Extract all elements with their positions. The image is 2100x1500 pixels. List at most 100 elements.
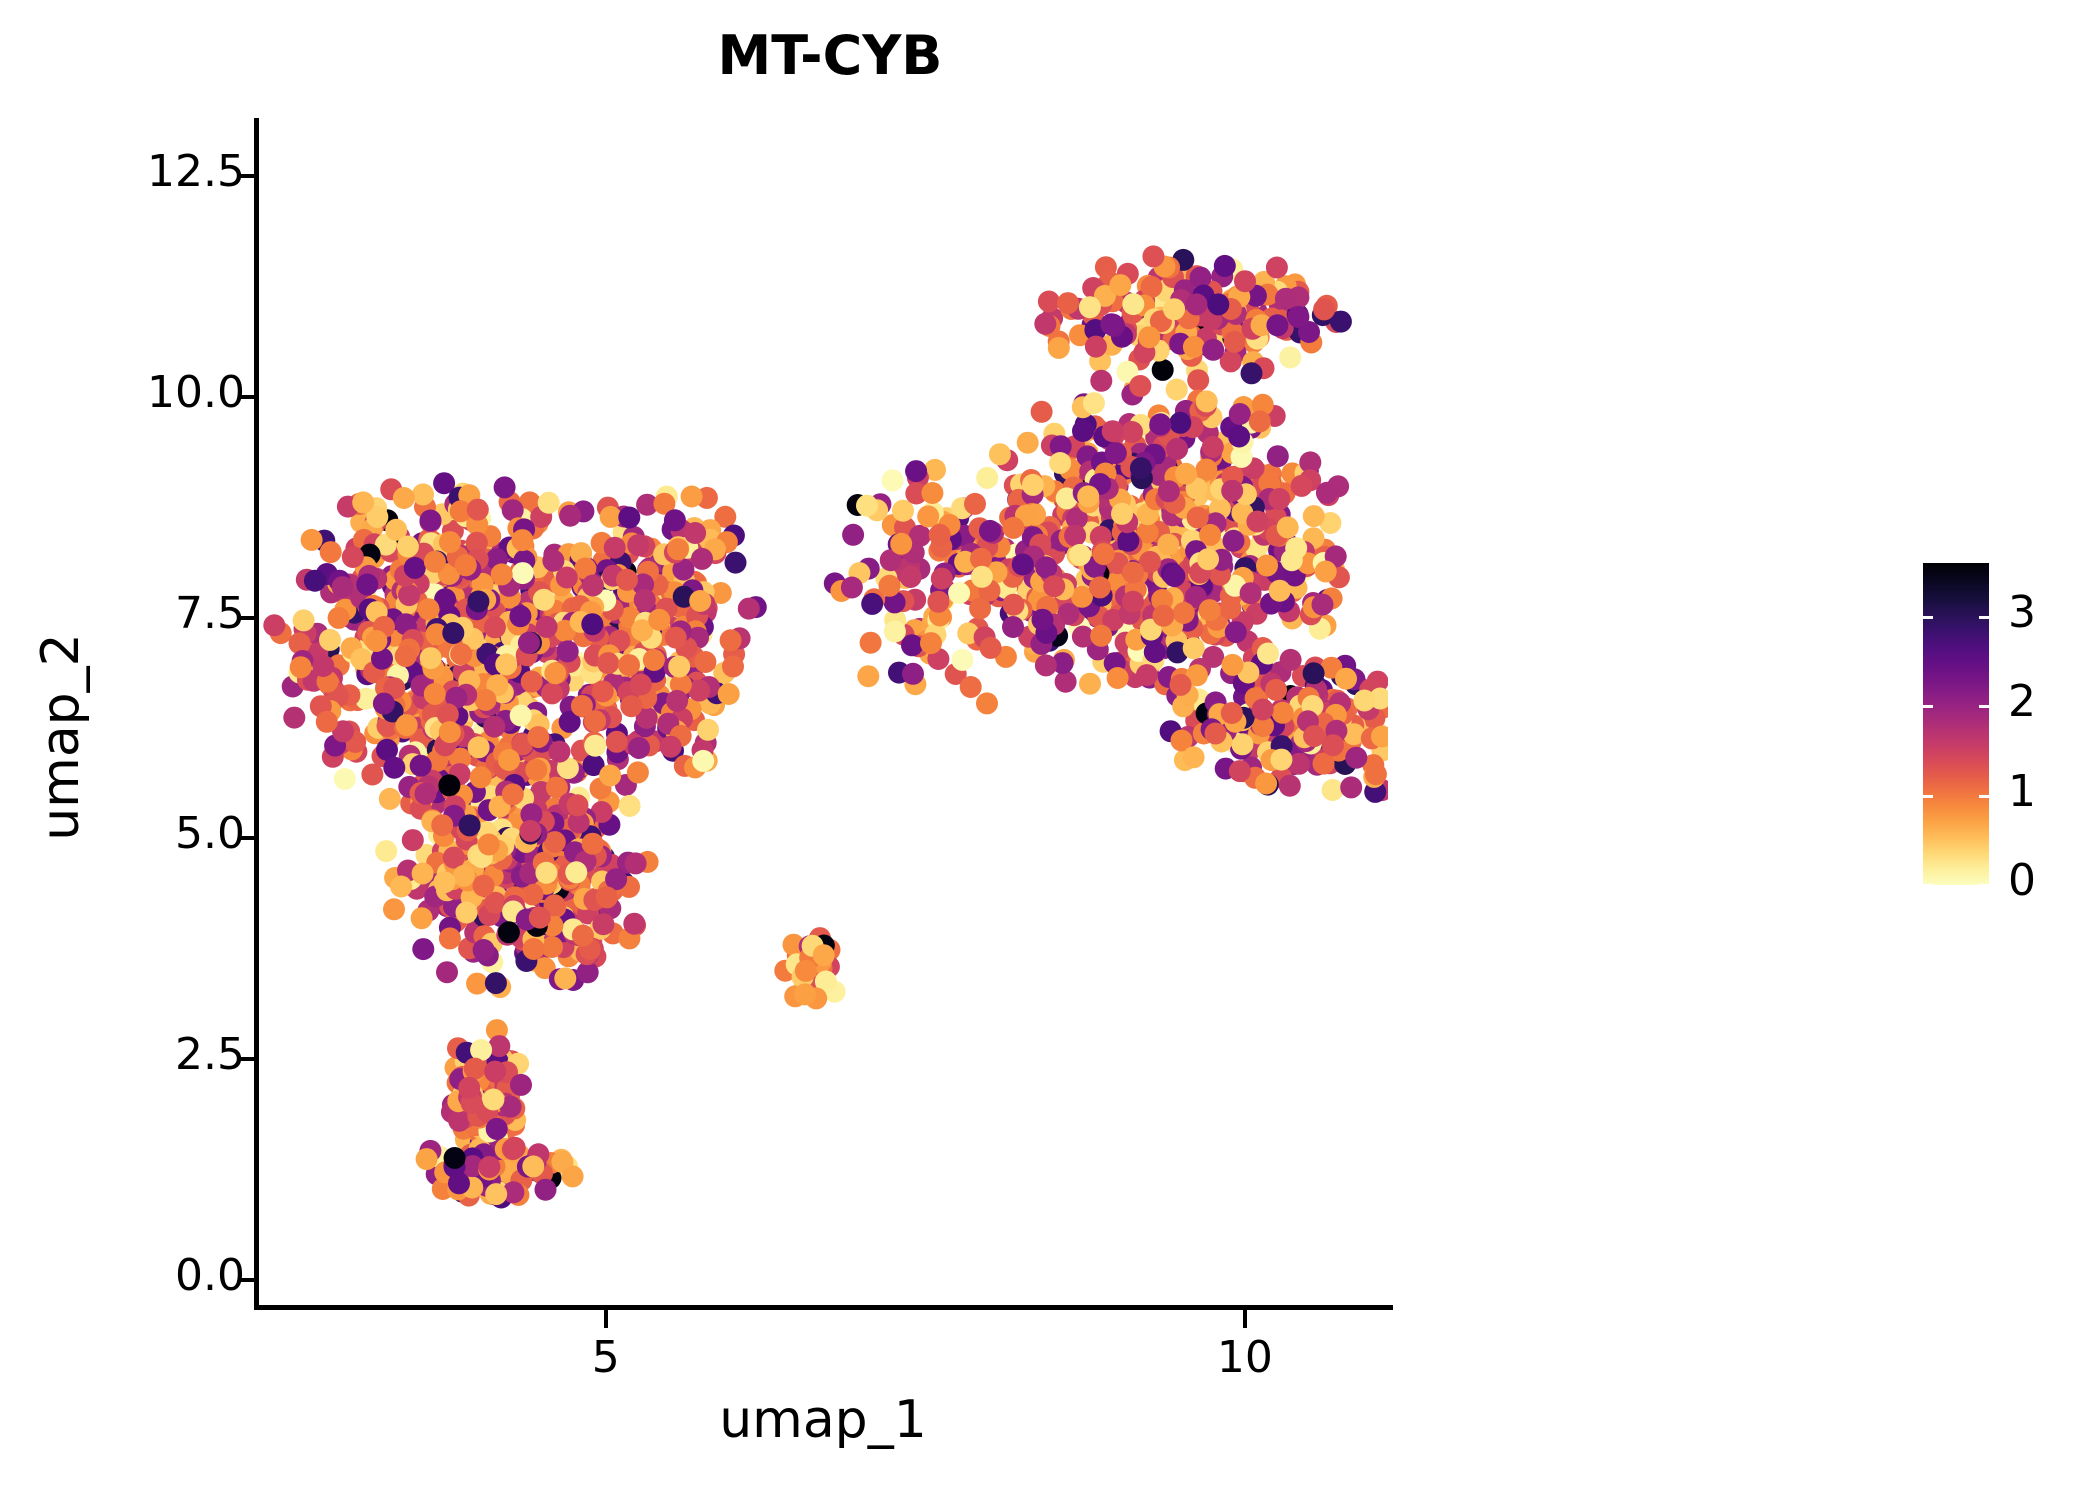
scatter-point (930, 567, 953, 590)
scatter-point (1149, 413, 1172, 436)
scatter-point (667, 538, 689, 561)
scatter-point (455, 901, 478, 924)
scatter-point (543, 894, 566, 917)
scatter-point (917, 505, 940, 528)
scatter-point (969, 597, 992, 620)
scatter-point (392, 487, 415, 509)
y-tick-label: 0.0 (175, 1249, 245, 1301)
scatter-point (1202, 645, 1225, 668)
scatter-point (1276, 516, 1299, 539)
scatter-point (1082, 392, 1105, 415)
scatter-point (1136, 521, 1159, 544)
scatter-point (1256, 554, 1278, 577)
scatter-point (478, 1156, 501, 1178)
scatter-point (521, 883, 544, 906)
scatter-point (626, 761, 649, 784)
scatter-point (527, 726, 550, 749)
scatter-point (1011, 553, 1034, 576)
scatter-point (383, 756, 406, 779)
scatter-point (722, 655, 744, 678)
scatter-point (331, 576, 354, 599)
scatter-point (1035, 556, 1058, 579)
scatter-point (627, 534, 650, 557)
scatter-point (470, 1039, 493, 1061)
scatter-point (840, 576, 863, 599)
scatter-point (469, 766, 492, 789)
scatter-point (928, 523, 951, 546)
colorbar-tick (1923, 794, 1933, 798)
scatter-point (1268, 488, 1291, 510)
scatter-point (599, 505, 622, 528)
scatter-point (1258, 472, 1281, 495)
scatter-point (554, 967, 577, 990)
scatter-point (1068, 543, 1091, 566)
scatter-point (597, 652, 620, 675)
scatter-point (319, 541, 342, 564)
scatter-point (482, 1088, 505, 1111)
scatter-point (355, 687, 377, 710)
scatter-point (1002, 593, 1025, 616)
scatter-point (1090, 624, 1113, 647)
colorbar-tick-label: 2 (2008, 676, 2036, 728)
scatter-point (333, 768, 356, 790)
scatter-point (383, 898, 405, 921)
scatter-point (498, 749, 520, 771)
scatter-point (501, 499, 524, 522)
scatter-point (684, 522, 707, 544)
scatter-point (425, 623, 448, 646)
scatter-point (555, 566, 578, 589)
scatter-point (434, 588, 457, 611)
scatter-point (458, 1076, 481, 1099)
scatter-point (581, 574, 604, 597)
scatter-point (423, 683, 446, 705)
scatter-point (1165, 378, 1188, 401)
scatter-point (1197, 548, 1219, 571)
page-title: MT-CYB (717, 24, 943, 87)
scatter-point (653, 492, 676, 515)
colorbar-tick-label: 1 (2008, 765, 2036, 817)
scatter-point (466, 498, 489, 521)
scatter-point (431, 814, 454, 837)
scatter-point (1122, 293, 1145, 316)
scatter-point (535, 615, 558, 638)
scatter-point (1186, 506, 1209, 529)
scatter-point (1266, 445, 1289, 468)
scatter-point (332, 720, 354, 743)
scatter-point (520, 803, 543, 826)
scatter-point (410, 907, 433, 930)
scatter-point (905, 482, 928, 505)
scatter-point (532, 588, 555, 611)
scatter-points-layer (263, 245, 1388, 1209)
scatter-point (970, 547, 992, 570)
colorbar-tick (1979, 884, 1989, 887)
y-axis-spine (254, 118, 259, 1310)
scatter-point (1117, 529, 1140, 552)
scatter-point (591, 680, 614, 703)
scatter-point (842, 523, 865, 546)
scatter-point (509, 704, 532, 727)
y-tick (238, 1277, 256, 1282)
scatter-point (376, 738, 398, 761)
scatter-point (483, 616, 506, 639)
scatter-point (582, 754, 605, 777)
scatter-point (1043, 575, 1066, 598)
scatter-point (1335, 667, 1357, 690)
scatter-point (439, 531, 461, 554)
scatter-point (1088, 576, 1111, 599)
scatter-point (448, 1109, 471, 1132)
scatter-point (438, 774, 461, 797)
scatter-point (449, 747, 472, 770)
scatter-point (493, 476, 516, 499)
scatter-point (1274, 287, 1297, 310)
scatter-point (300, 528, 323, 551)
scatter-point (1151, 358, 1174, 381)
scatter-point (537, 491, 560, 514)
scatter-point (1101, 420, 1124, 443)
scatter-point (1371, 725, 1388, 748)
scatter-point (1219, 597, 1242, 620)
scatter-point (948, 582, 971, 604)
scatter-point (1072, 420, 1094, 442)
scatter-point (477, 833, 500, 856)
scatter-point (878, 574, 901, 597)
colorbar-tick-label: 0 (2008, 855, 2036, 906)
